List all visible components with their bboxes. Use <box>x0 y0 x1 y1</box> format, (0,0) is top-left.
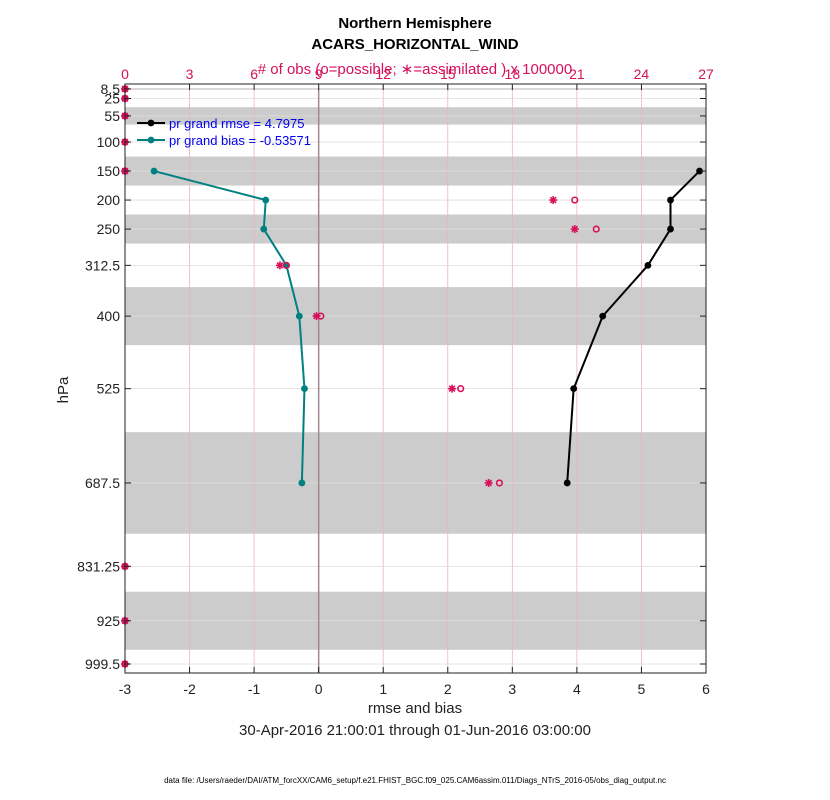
legend: pr grand rmse = 4.7975 pr grand bias = -0… <box>137 116 311 148</box>
footnote: data file: /Users/raeder/DAI/ATM_forcXX/… <box>164 776 666 785</box>
chart-title: Northern Hemisphere <box>338 15 491 32</box>
series-point-1 <box>262 196 270 204</box>
y-axis-label: hPa <box>55 376 72 403</box>
obs-possible-marker <box>571 196 579 204</box>
y-tick-label: 831.25 <box>77 558 120 574</box>
x-tick-label: 0 <box>315 681 323 697</box>
top-tick-label: 6 <box>250 66 258 82</box>
top-tick-label: 0 <box>121 66 129 82</box>
legend-label: pr grand bias = -0.53571 <box>169 133 311 148</box>
y-tick-label: 525 <box>97 381 121 397</box>
top-tick-label: 24 <box>634 66 650 82</box>
y-tick-label: 150 <box>97 163 121 179</box>
y-tick-label: 100 <box>97 134 121 150</box>
series-point-0 <box>696 167 703 175</box>
x-tick-label: -3 <box>119 681 132 697</box>
obs-assimilated-marker <box>570 225 579 234</box>
top-tick-label: 3 <box>186 66 194 82</box>
series-point-0 <box>667 225 674 233</box>
y-tick-label: 55 <box>104 108 120 124</box>
top-tick-label: 21 <box>569 66 585 82</box>
x-tick-label: -2 <box>183 681 196 697</box>
top-axis-label: # of obs (o=possible; ∗=assimilated ) x … <box>258 61 572 78</box>
series-point-1 <box>301 385 308 393</box>
y-tick-label: 687.5 <box>85 475 120 491</box>
y-tick-label: 400 <box>97 308 121 324</box>
top-tick-label: 12 <box>375 66 391 82</box>
legend-swatch-marker <box>147 119 155 127</box>
series-layer <box>150 167 703 487</box>
series-point-0 <box>599 312 607 320</box>
bottom-tick-labels: -3 -2 -1 0 1 2 3 4 5 6 <box>119 667 710 697</box>
date-range-label: 30-Apr-2016 21:00:01 through 01-Jun-2016… <box>239 722 591 739</box>
chart-subtitle: ACARS_HORIZONTAL_WIND <box>311 36 518 53</box>
series-point-0 <box>563 479 571 487</box>
top-tick-labels: 0 3 6 9 12 15 18 21 24 27 <box>121 66 714 90</box>
top-tick-label: 27 <box>698 66 714 82</box>
top-tick-label: 18 <box>505 66 521 82</box>
series-point-1 <box>295 312 303 320</box>
obs-assimilated-marker <box>448 384 457 393</box>
y-tick-label: 8.5 <box>101 81 121 97</box>
y-tick-label: 250 <box>97 221 121 237</box>
top-tick-label: 9 <box>315 66 323 82</box>
series-point-1 <box>150 167 158 175</box>
obs-assimilated-marker <box>275 261 284 270</box>
obs-possible-marker <box>457 385 465 393</box>
x-tick-label: 4 <box>573 681 581 697</box>
y-tick-label: 999.5 <box>85 656 120 672</box>
series-point-0 <box>667 196 674 204</box>
x-tick-label: 3 <box>508 681 516 697</box>
x-axis-label: rmse and bias <box>368 700 462 717</box>
y-tick-label: 925 <box>97 613 121 629</box>
obs-possible-marker <box>495 479 504 487</box>
x-tick-label: -1 <box>248 681 261 697</box>
y-tick-label: 25 <box>104 91 120 107</box>
y-tick-label: 200 <box>97 192 121 208</box>
layer-bands <box>125 88 706 650</box>
legend-swatch-marker <box>147 136 155 144</box>
axes-box <box>124 83 707 674</box>
x-tick-label: 1 <box>379 681 387 697</box>
x-tick-label: 5 <box>638 681 646 697</box>
series-point-0 <box>644 261 652 269</box>
x-tick-label: 2 <box>444 681 452 697</box>
top-tick-label: 15 <box>440 66 456 82</box>
obs-assimilated-marker <box>312 312 321 321</box>
level-lines <box>125 88 706 665</box>
series-point-1 <box>298 479 306 487</box>
series-point-0 <box>570 385 578 393</box>
series-point-1 <box>260 225 268 233</box>
x-tick-label: 6 <box>702 681 710 697</box>
y-tick-label: 312.5 <box>85 257 120 273</box>
obs-assimilated-marker <box>484 478 493 487</box>
obs-assimilated-marker <box>549 196 558 205</box>
obs-possible-marker <box>592 225 600 233</box>
legend-label: pr grand rmse = 4.7975 <box>169 116 305 131</box>
